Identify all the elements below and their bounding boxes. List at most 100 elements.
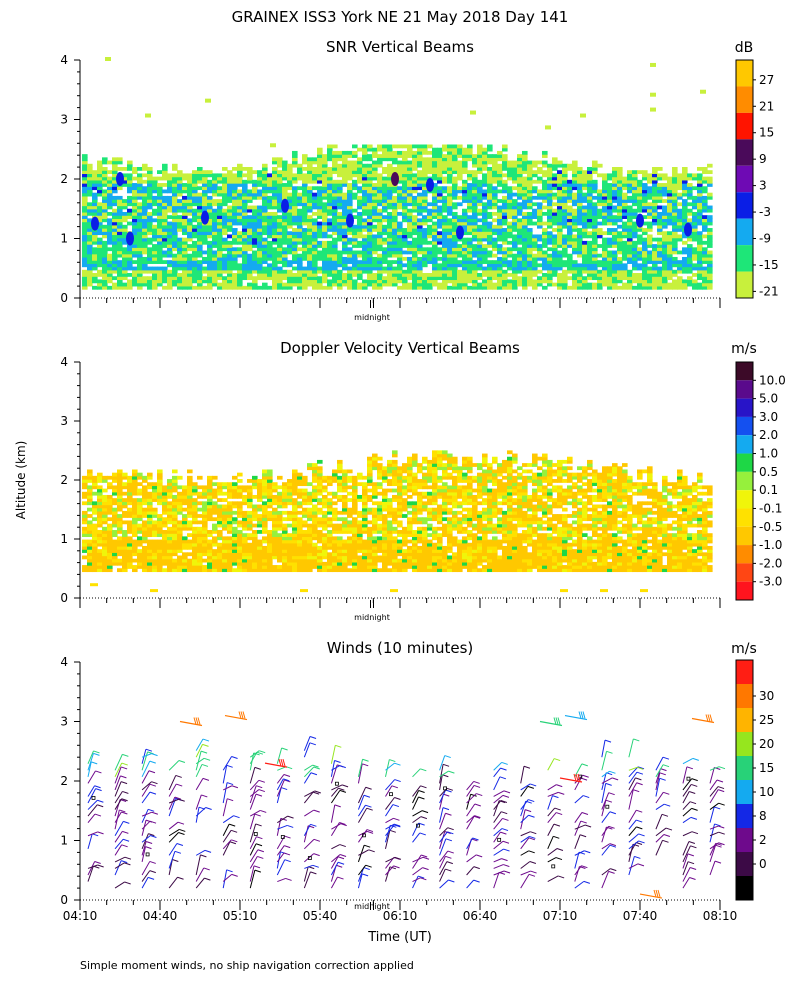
snr-cell bbox=[672, 273, 678, 277]
snr-cell bbox=[377, 173, 383, 178]
snr-cell bbox=[482, 160, 488, 165]
snr-cell bbox=[442, 269, 448, 274]
snr-cell bbox=[432, 253, 438, 258]
snr-cell bbox=[322, 263, 328, 268]
snr-cell bbox=[602, 202, 608, 207]
snr-cell bbox=[367, 195, 373, 200]
snr-cell bbox=[212, 250, 218, 255]
snr-cell bbox=[207, 266, 213, 271]
snr-cell bbox=[452, 263, 458, 268]
snr-cell bbox=[242, 244, 248, 248]
snr-cell bbox=[282, 215, 288, 219]
doppler-cell bbox=[162, 539, 168, 544]
snr-cell bbox=[547, 234, 553, 239]
snr-cell bbox=[512, 173, 518, 178]
snr-cell bbox=[482, 224, 488, 229]
snr-cell bbox=[287, 221, 293, 226]
snr-cell bbox=[462, 244, 468, 248]
snr-cell bbox=[707, 237, 713, 242]
snr-cell bbox=[237, 202, 243, 207]
snr-cell bbox=[297, 163, 303, 168]
snr-cell bbox=[647, 179, 653, 184]
snr-cell bbox=[97, 247, 103, 252]
snr-cell bbox=[577, 285, 583, 290]
snr-cell bbox=[87, 260, 93, 264]
snr-cell bbox=[642, 266, 648, 271]
snr-cell bbox=[302, 244, 308, 248]
snr-cell bbox=[642, 276, 648, 281]
snr-cell bbox=[352, 263, 358, 268]
snr-cell bbox=[507, 234, 513, 239]
doppler-cell bbox=[82, 501, 88, 506]
snr-cell bbox=[562, 215, 568, 219]
snr-cell bbox=[477, 250, 483, 255]
snr-cell bbox=[467, 276, 473, 281]
snr-cell bbox=[542, 154, 548, 158]
snr-cell bbox=[152, 256, 158, 261]
snr-cell bbox=[442, 205, 448, 210]
snr-cell bbox=[122, 282, 128, 287]
doppler-cell bbox=[122, 549, 128, 553]
snr-cell bbox=[622, 269, 628, 274]
snr-cell bbox=[642, 202, 648, 207]
snr-cell bbox=[397, 179, 403, 184]
snr-cell bbox=[132, 282, 138, 287]
snr-cell bbox=[562, 218, 568, 223]
snr-cell bbox=[682, 256, 688, 261]
doppler-cell bbox=[152, 482, 158, 487]
snr-cell bbox=[667, 253, 673, 258]
snr-cell bbox=[282, 211, 288, 216]
doppler-cell bbox=[102, 501, 108, 506]
snr-cell bbox=[672, 234, 678, 239]
snr-cell bbox=[482, 192, 488, 197]
snr-cell bbox=[412, 247, 418, 252]
snr-cell bbox=[97, 163, 103, 168]
snr-cell bbox=[397, 211, 403, 216]
doppler-cell bbox=[142, 545, 148, 550]
doppler-cell bbox=[117, 517, 123, 522]
snr-cell bbox=[312, 176, 318, 181]
snr-cell bbox=[677, 186, 683, 191]
snr-cell bbox=[517, 231, 523, 236]
snr-cell bbox=[192, 224, 198, 229]
snr-cell bbox=[447, 199, 453, 203]
snr-cell bbox=[142, 173, 148, 178]
doppler-cell bbox=[142, 510, 148, 515]
snr-cell bbox=[552, 237, 558, 242]
snr-cell bbox=[637, 266, 643, 271]
doppler-cell bbox=[97, 539, 103, 544]
snr-cell bbox=[537, 170, 543, 175]
snr-cell bbox=[282, 170, 288, 175]
snr-cell bbox=[647, 224, 653, 229]
snr-cell bbox=[152, 189, 158, 194]
snr-cell bbox=[297, 166, 303, 171]
snr-cell bbox=[547, 176, 553, 181]
snr-cell bbox=[612, 266, 618, 271]
snr-cell bbox=[182, 211, 188, 216]
snr-cell bbox=[87, 266, 93, 271]
snr-cell bbox=[237, 221, 243, 226]
snr-cell bbox=[372, 256, 378, 261]
snr-cell bbox=[482, 260, 488, 264]
snr-cell bbox=[257, 170, 263, 175]
snr-cell bbox=[602, 189, 608, 194]
snr-cell bbox=[562, 234, 568, 239]
snr-cell bbox=[182, 176, 188, 181]
snr-cell bbox=[327, 173, 333, 178]
snr-cell bbox=[372, 192, 378, 197]
snr-cell bbox=[537, 279, 543, 284]
snr-cell bbox=[667, 202, 673, 207]
snr-cell bbox=[467, 237, 473, 242]
snr-cell bbox=[222, 285, 228, 290]
snr-cell bbox=[297, 247, 303, 252]
snr-cell bbox=[577, 237, 583, 242]
snr-cell bbox=[257, 211, 263, 216]
snr-cell bbox=[307, 250, 313, 255]
snr-cell bbox=[182, 215, 188, 219]
snr-cell bbox=[547, 211, 553, 216]
snr-cell bbox=[372, 228, 378, 232]
doppler-cell bbox=[167, 504, 173, 509]
snr-cell bbox=[607, 285, 613, 290]
snr-cell bbox=[302, 179, 308, 184]
snr-cell bbox=[332, 202, 338, 207]
